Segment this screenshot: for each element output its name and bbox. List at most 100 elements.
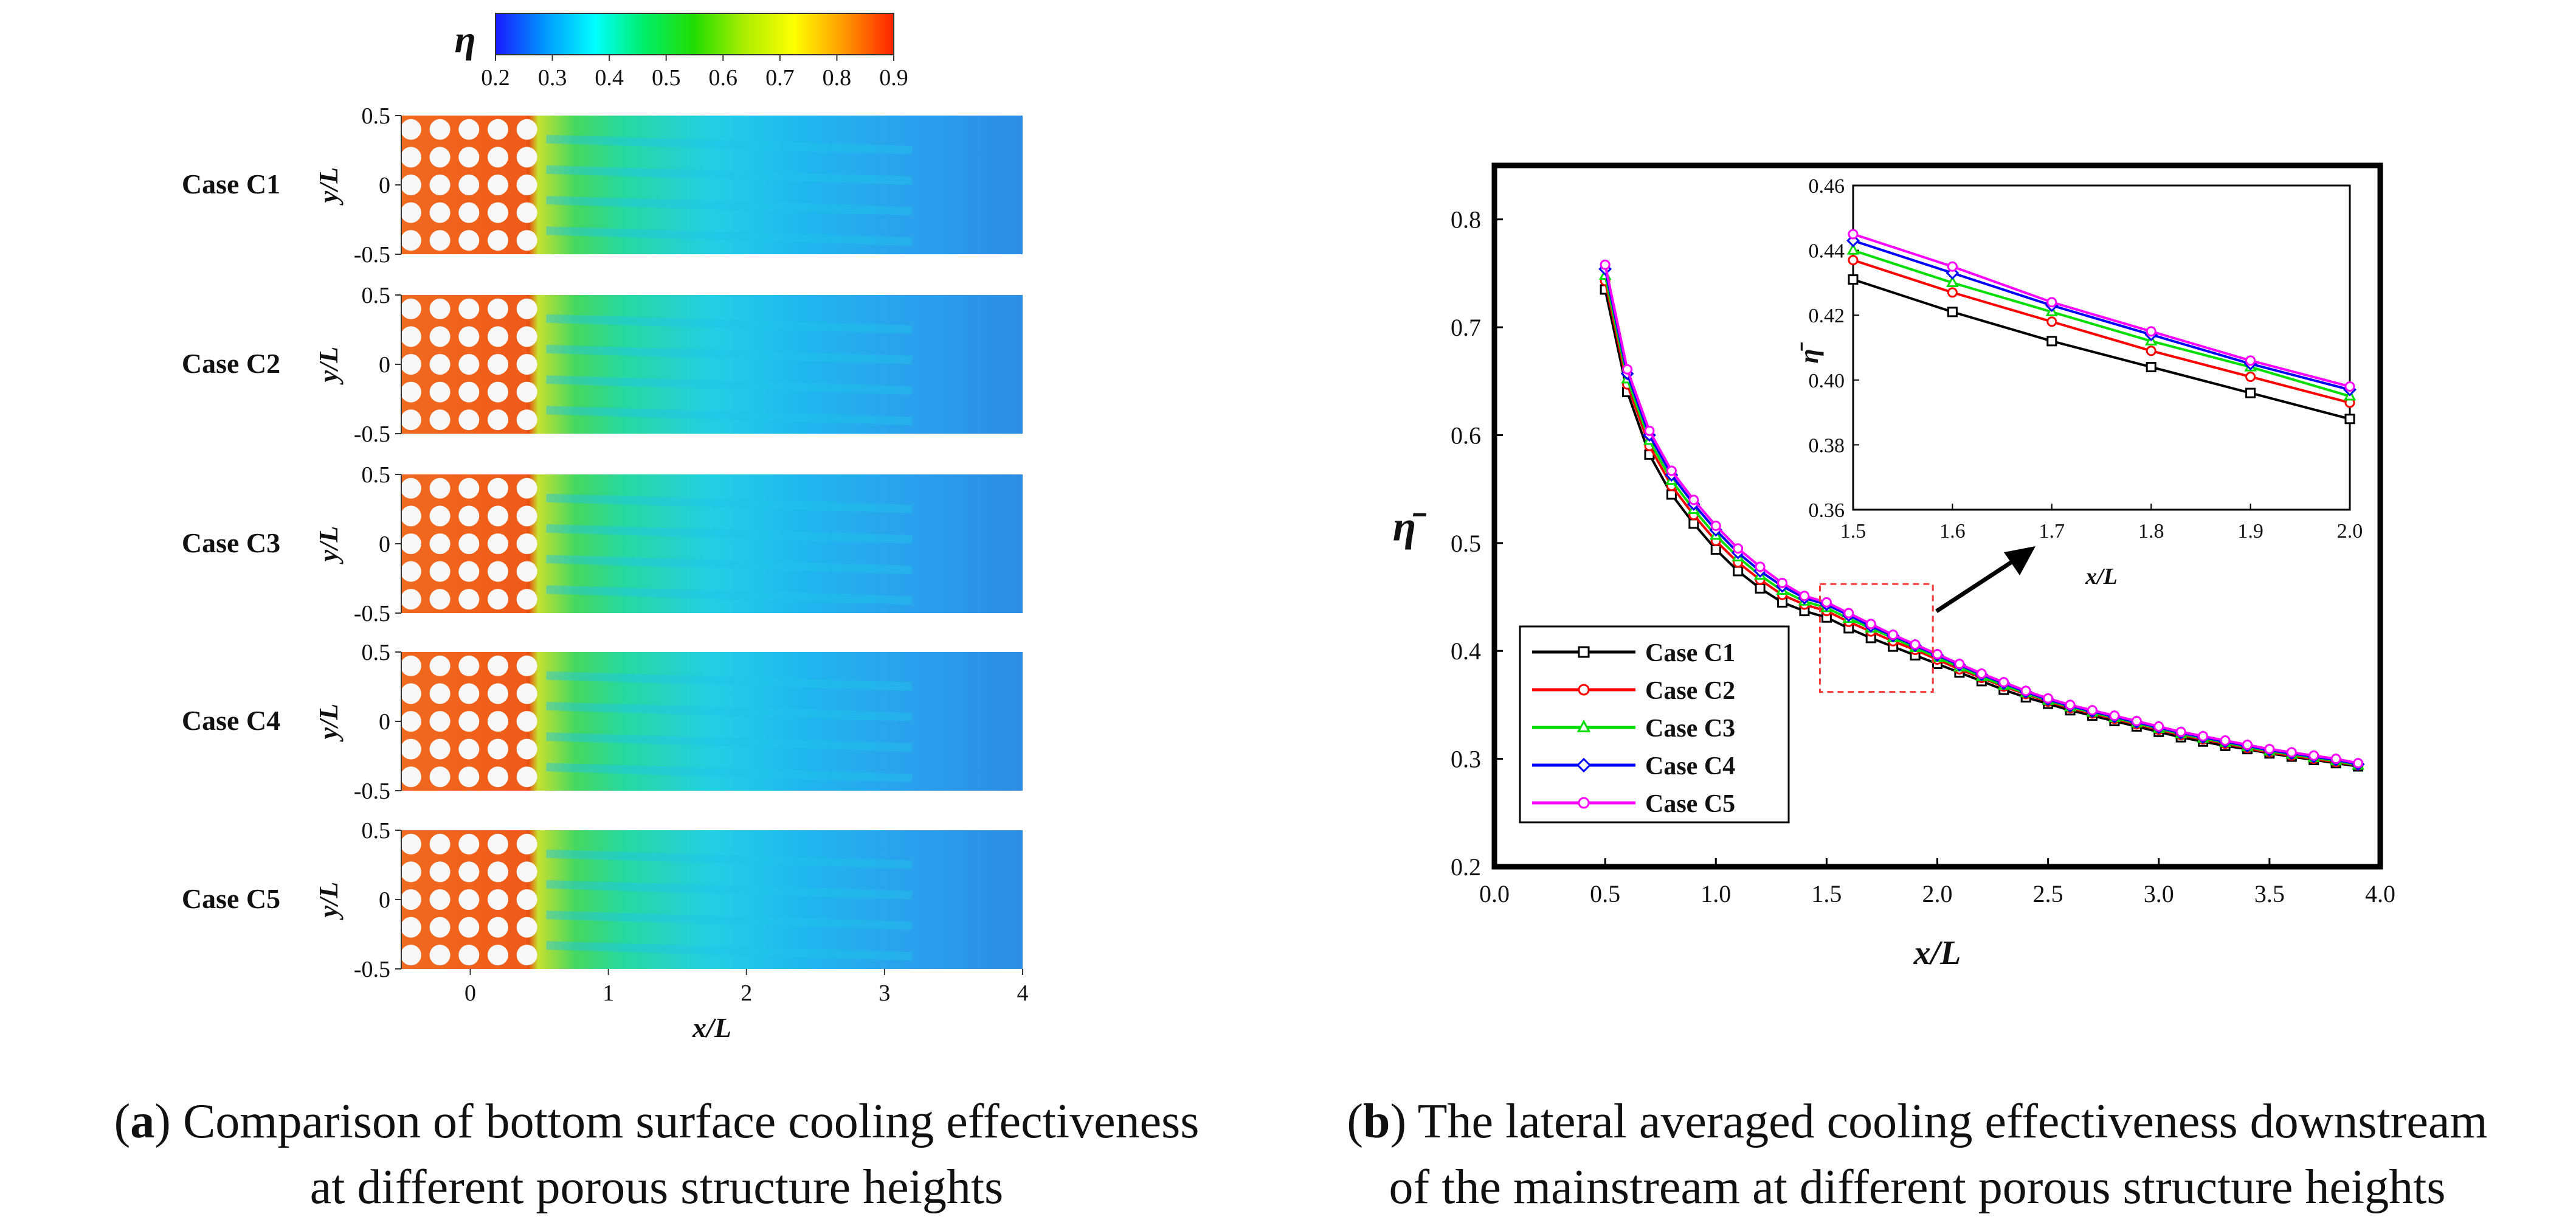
y-tick-label: 0.6 — [1451, 421, 1481, 449]
data-point — [1755, 561, 1766, 572]
porous-hole — [458, 381, 480, 403]
inset-data-point — [2146, 326, 2156, 337]
y-axis-label: y/L — [314, 704, 344, 743]
porous-hole — [429, 766, 451, 788]
y-tick-label: 0 — [379, 352, 390, 378]
legend-marker — [1576, 720, 1591, 732]
colorbar-tick-label: 0.6 — [709, 65, 738, 91]
data-point — [2043, 693, 2054, 704]
porous-hole — [516, 381, 537, 403]
porous-hole — [429, 561, 451, 582]
y-axis-label: y/L — [314, 167, 344, 206]
data-point — [1600, 259, 1611, 270]
porous-hole — [487, 326, 508, 347]
y-tick-label: 0 — [379, 173, 390, 198]
inset-y-tick-label: 0.42 — [1809, 305, 1845, 327]
porous-hole — [516, 175, 537, 195]
data-point — [1799, 591, 1810, 602]
porous-hole — [516, 477, 537, 499]
porous-hole — [487, 766, 508, 788]
colorbar-tick-label: 0.9 — [879, 65, 908, 91]
porous-hole — [458, 711, 480, 732]
x-tick-label: 4.0 — [2365, 880, 2395, 907]
caption-a: (a) Comparison of bottom surface cooling… — [61, 1089, 1252, 1220]
contour-panel: 0.5 0 -0.5 y/L Case C5 — [182, 818, 1023, 982]
data-point — [2131, 716, 2142, 727]
porous-hole — [429, 202, 451, 223]
data-point — [2065, 699, 2076, 710]
inset-x-tick-label: 1.6 — [1939, 520, 1966, 543]
data-point — [2109, 710, 2120, 721]
inset-data-point — [2046, 316, 2057, 327]
porous-hole — [458, 354, 480, 375]
y-tick-label: -0.5 — [354, 421, 390, 447]
y-tick-label: 0.4 — [1451, 637, 1481, 665]
porous-hole — [400, 202, 421, 223]
case-label: Case C5 — [182, 883, 280, 914]
porous-hole — [458, 409, 480, 431]
porous-hole — [400, 409, 421, 431]
contour-streak — [546, 493, 913, 513]
y-axis-label: y/L — [314, 526, 344, 565]
zoom-arrow-shaft — [1935, 557, 2018, 613]
x-tick-label: 3.0 — [2144, 880, 2174, 907]
inset-data-point — [2146, 345, 2156, 356]
inset-x-axis-label: x/L — [2085, 564, 2118, 589]
x-tick-label: 1 — [603, 980, 614, 1006]
legend-marker — [1578, 646, 1590, 658]
inset-series-line — [1853, 233, 2350, 388]
data-point — [2220, 735, 2231, 746]
porous-hole — [516, 766, 537, 788]
porous-hole — [429, 175, 451, 195]
colorbar-tick-label: 0.2 — [481, 65, 510, 91]
y-tick-label: 0.8 — [1451, 206, 1481, 234]
data-point — [2198, 730, 2209, 741]
porous-hole — [458, 945, 480, 966]
data-point — [1976, 668, 1987, 679]
panel-a-contour-plots: η0.2 0.3 0.4 0.5 0.6 0.7 0.8 0.9 0.5 0 -0.5 y/L Case… — [182, 13, 1029, 1043]
porous-hole — [429, 711, 451, 732]
data-point — [1910, 639, 1921, 650]
porous-hole — [400, 119, 421, 140]
data-point — [1666, 465, 1677, 476]
porous-hole — [400, 505, 421, 527]
contour-streak — [546, 911, 913, 931]
porous-hole — [516, 409, 537, 431]
case-label: Case C4 — [182, 705, 280, 736]
porous-hole — [429, 147, 451, 168]
porous-hole — [429, 833, 451, 855]
contour-streak — [546, 585, 913, 605]
porous-hole — [429, 326, 451, 347]
caption-b-label: b — [1362, 1095, 1390, 1148]
inset-data-point — [2245, 371, 2256, 382]
inset-x-tick-label: 1.7 — [2039, 520, 2065, 543]
contour-streak — [546, 941, 913, 961]
contour-streak — [546, 344, 913, 364]
data-point — [2153, 721, 2164, 732]
y-tick-label: 0 — [379, 532, 390, 557]
legend-label: Case C1 — [1645, 639, 1735, 667]
x-tick-label: 3.5 — [2254, 880, 2285, 907]
porous-hole — [429, 298, 451, 319]
porous-hole — [429, 230, 451, 251]
panel-b-inset-zoom-chart: 1.5 1.6 1.7 1.8 1.9 2.0 0.36 0.38 0.40 0.42 0.44 0.… — [1794, 175, 2363, 589]
y-tick-label: 0.7 — [1451, 314, 1481, 341]
data-point — [1932, 649, 1942, 660]
porous-hole — [487, 711, 508, 732]
porous-hole — [516, 230, 537, 251]
porous-hole — [429, 589, 451, 610]
y-tick-label: -0.5 — [354, 601, 390, 626]
porous-hole — [400, 683, 421, 704]
porous-hole — [429, 119, 451, 140]
porous-hole — [429, 655, 451, 676]
porous-hole — [487, 409, 508, 431]
y-tick-label: 0.5 — [362, 103, 391, 129]
porous-hole — [400, 298, 421, 319]
data-point — [2242, 740, 2253, 751]
contour-streak — [546, 671, 913, 691]
porous-hole — [516, 354, 537, 375]
contour-panel: 0.5 0 -0.5 y/L Case C1 — [182, 103, 1023, 268]
data-point — [2020, 685, 2031, 696]
porous-hole — [487, 175, 508, 195]
